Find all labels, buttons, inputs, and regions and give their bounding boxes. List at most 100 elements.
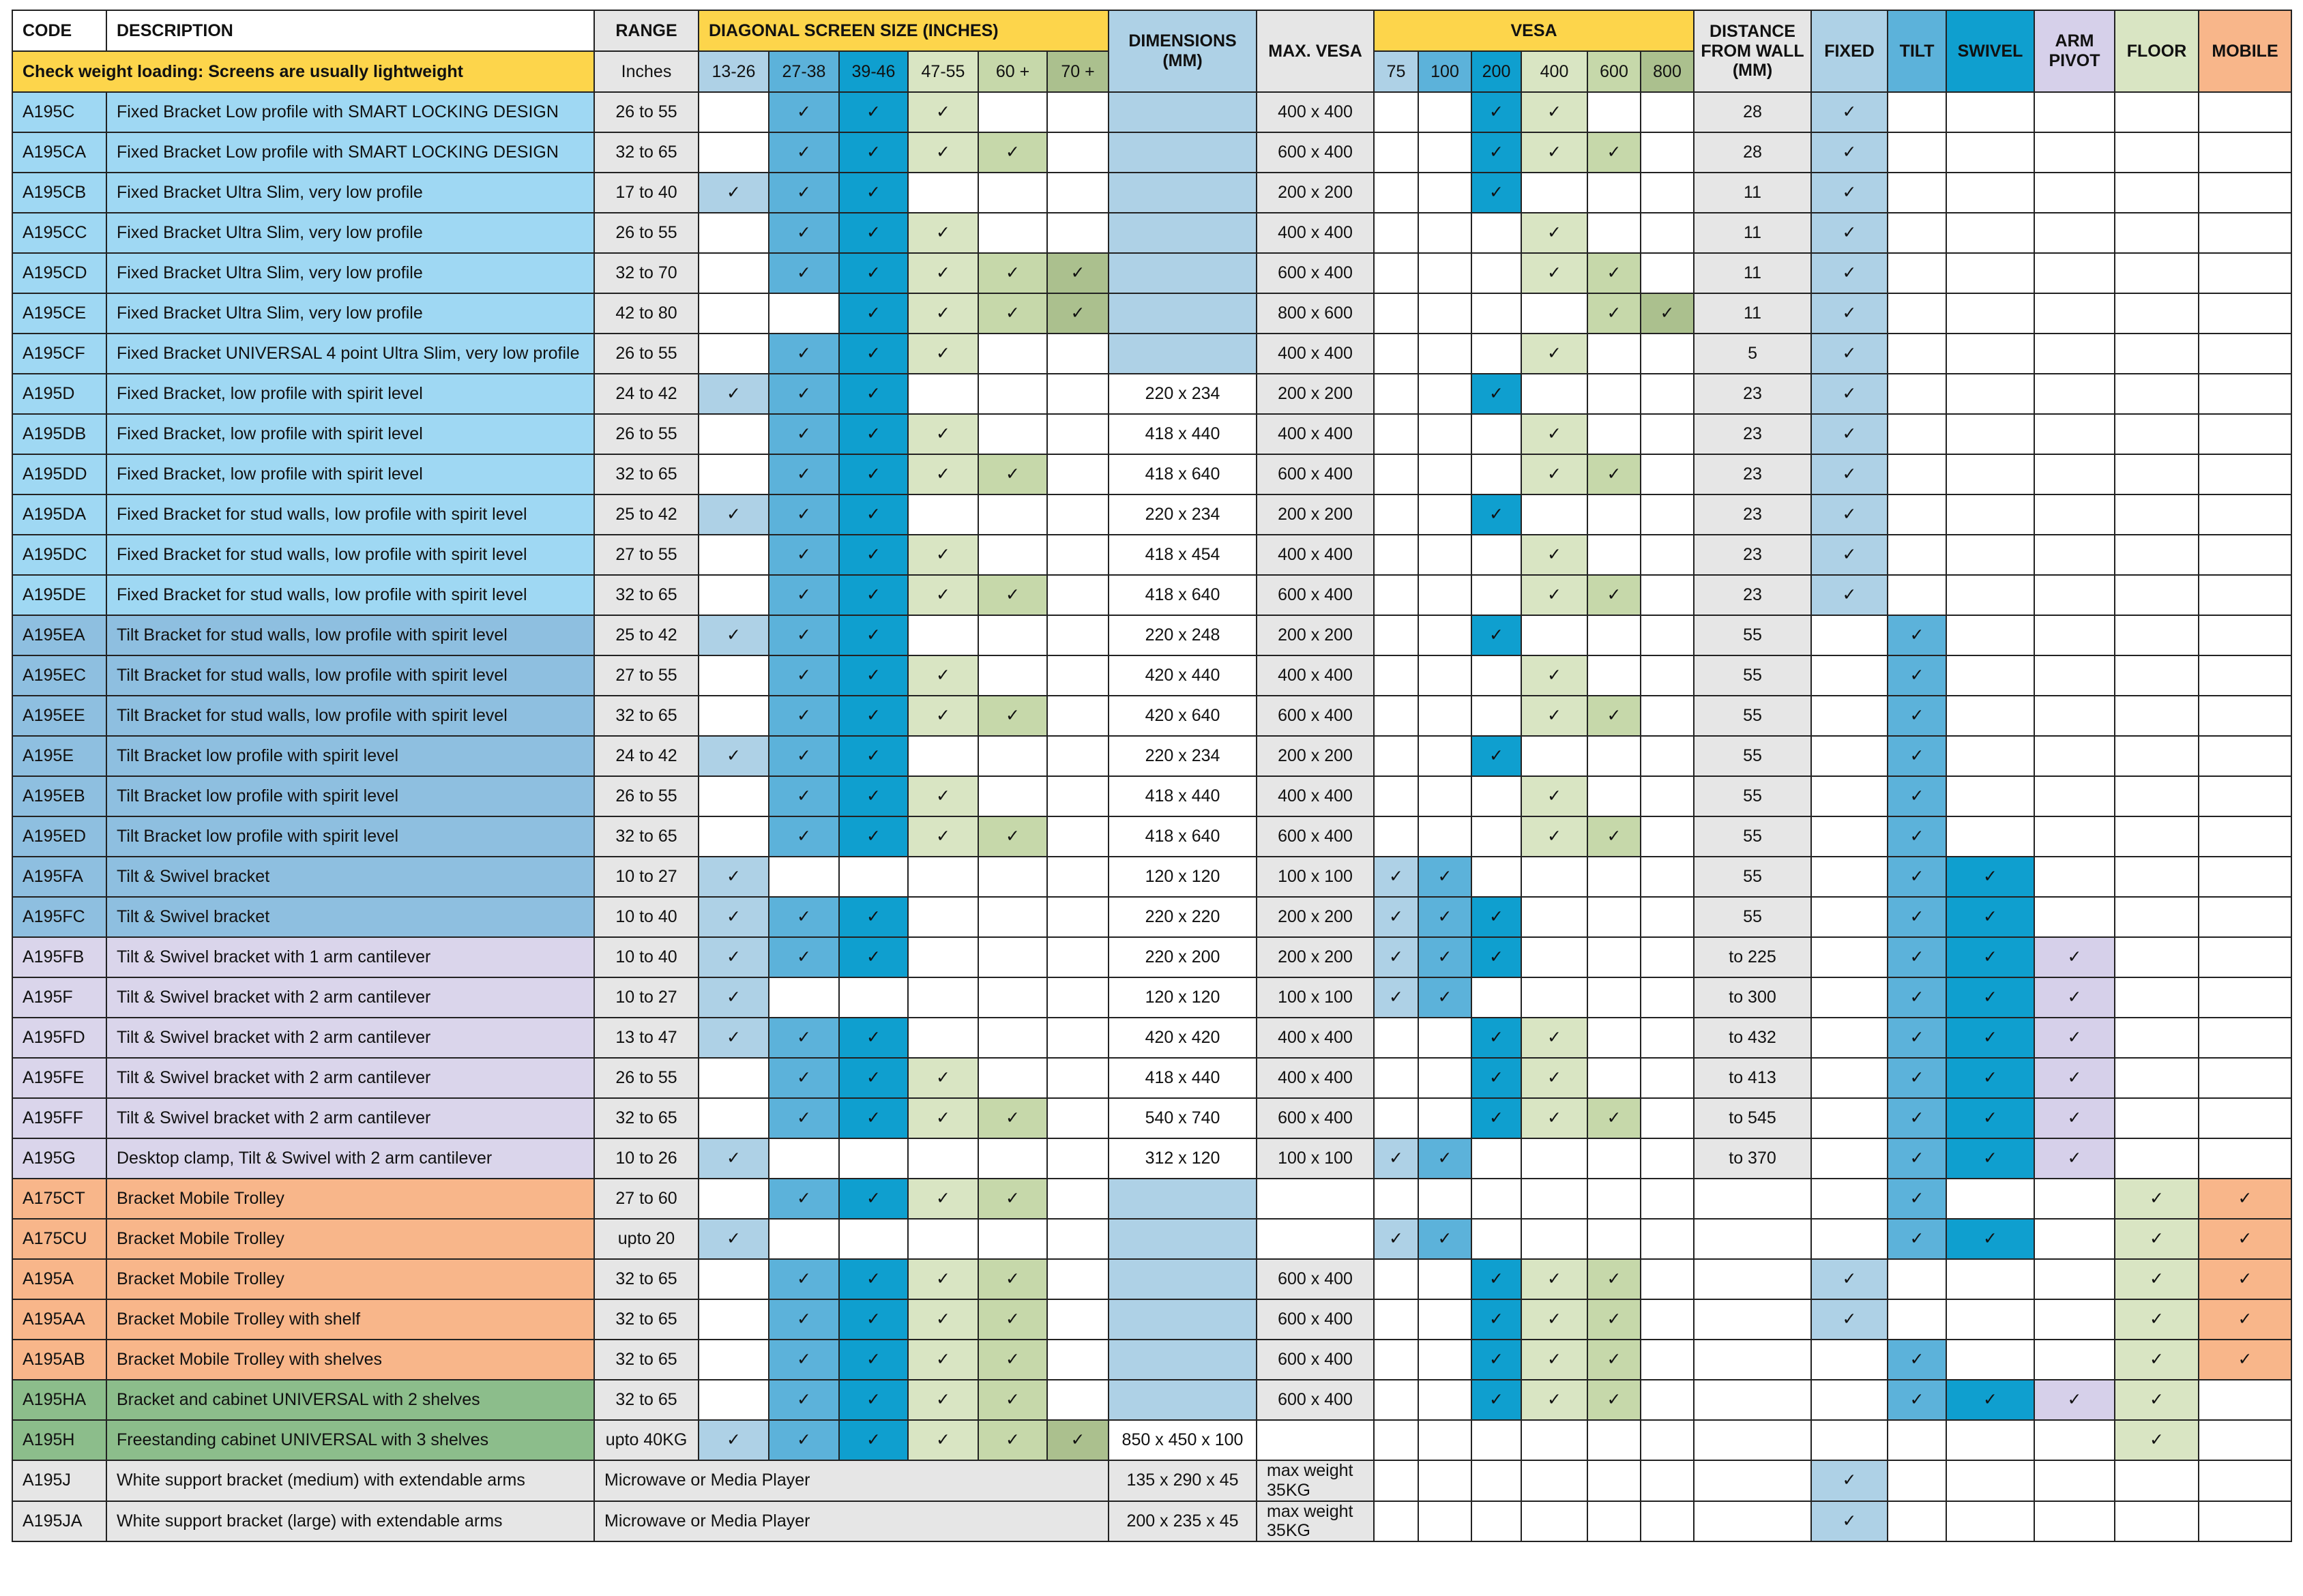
mount-check (2034, 333, 2116, 374)
vesa-check: ✓ (1418, 977, 1473, 1018)
distance: 5 (1693, 333, 1813, 374)
mount-check (1946, 252, 2036, 294)
table-row: A195DD Fixed Bracket, low profile with sp… (12, 454, 2293, 495)
vesa-check: ✓ (1521, 1057, 1589, 1099)
size-check: ✓ (698, 615, 769, 656)
mount-check (1946, 1339, 2036, 1380)
vesa-check: ✓ (1521, 333, 1589, 374)
size-check: ✓ (838, 454, 909, 495)
table-row: A195JA White support bracket (large) with… (12, 1500, 2293, 1542)
vesa-check (1521, 373, 1589, 415)
max-vesa: 600 x 400 (1256, 695, 1375, 737)
mount-check (2114, 534, 2200, 576)
size-check (1046, 373, 1110, 415)
table-row: A195AA Bracket Mobile Trolley with shelf 3… (12, 1299, 2293, 1340)
size-check (1046, 1379, 1110, 1421)
vesa-check (1418, 212, 1473, 254)
dimensions (1108, 132, 1258, 173)
code: A195FE (12, 1057, 107, 1099)
code: A195E (12, 735, 107, 777)
max-vesa: 400 x 400 (1256, 775, 1375, 817)
mount-check (2198, 91, 2293, 133)
code: A195DE (12, 574, 107, 616)
vesa-check (1418, 373, 1473, 415)
mount-check (2114, 615, 2200, 656)
vesa-check (1418, 735, 1473, 777)
code: A195C (12, 91, 107, 133)
vesa-check (1418, 1379, 1473, 1421)
distance (1693, 1178, 1813, 1220)
vesa-check (1587, 91, 1642, 133)
distance: 23 (1693, 413, 1813, 455)
size-check (1046, 1339, 1110, 1380)
mount-check: ✓ (2198, 1299, 2293, 1340)
size-check: ✓ (838, 1299, 909, 1340)
distance: 28 (1693, 91, 1813, 133)
mount-check: ✓ (2114, 1419, 2200, 1461)
mount-check (2198, 977, 2293, 1018)
vesa-check: ✓ (1471, 494, 1523, 535)
size-check: ✓ (768, 574, 840, 616)
vesa-check (1471, 252, 1523, 294)
vesa-check: ✓ (1521, 91, 1589, 133)
size-label: 47-55 (907, 50, 979, 93)
size-check (1046, 695, 1110, 737)
vesa-check: ✓ (1471, 373, 1523, 415)
description: Tilt Bracket low profile with spirit lev… (106, 735, 595, 777)
mount-check (2198, 574, 2293, 616)
size-check (698, 333, 769, 374)
vesa-check (1587, 1500, 1642, 1542)
dimensions: 220 x 248 (1108, 615, 1258, 656)
vesa-check (1373, 695, 1420, 737)
size-check (907, 172, 979, 213)
vesa-check (1418, 615, 1473, 656)
mount-check (2034, 132, 2116, 173)
mount-check (2034, 91, 2116, 133)
range: 10 to 26 (593, 1138, 699, 1179)
mount-check (2114, 91, 2200, 133)
vesa-check (1640, 695, 1695, 737)
mount-check: ✓ (1887, 816, 1948, 857)
vesa-check (1640, 1057, 1695, 1099)
mount-check (1810, 816, 1889, 857)
size-label: 70 + (1046, 50, 1110, 93)
vesa-check (1521, 494, 1589, 535)
size-check: ✓ (768, 896, 840, 938)
mount-check: ✓ (1887, 1178, 1948, 1220)
vesa-check (1418, 1178, 1473, 1220)
mount-check (1946, 1258, 2036, 1300)
table-row: A195AB Bracket Mobile Trolley with shelve… (12, 1339, 2293, 1380)
code: A195AB (12, 1339, 107, 1380)
vesa-check: ✓ (1521, 212, 1589, 254)
max-vesa (1256, 1419, 1375, 1461)
dimensions (1108, 1218, 1258, 1260)
table-row: A195FE Tilt & Swivel bracket with 2 arm c… (12, 1057, 2293, 1099)
vesa-check (1521, 735, 1589, 777)
description: Tilt & Swivel bracket with 2 arm cantile… (106, 1017, 595, 1059)
size-check: ✓ (838, 252, 909, 294)
mount-check: ✓ (1810, 574, 1889, 616)
mount-check (1946, 816, 2036, 857)
mount-check (2114, 1460, 2200, 1502)
description: Bracket Mobile Trolley (106, 1178, 595, 1220)
vesa-check (1373, 413, 1420, 455)
mount-check (1810, 735, 1889, 777)
distance: 55 (1693, 896, 1813, 938)
size-check: ✓ (838, 1057, 909, 1099)
size-check: ✓ (698, 1419, 769, 1461)
size-check (1046, 1057, 1110, 1099)
size-check (1046, 1138, 1110, 1179)
mount-check: ✓ (2034, 936, 2116, 978)
size-check: ✓ (978, 1178, 1048, 1220)
distance: 55 (1693, 615, 1813, 656)
mount-check (2198, 212, 2293, 254)
distance: 55 (1693, 695, 1813, 737)
size-check: ✓ (838, 212, 909, 254)
size-label: 60 + (978, 50, 1048, 93)
size-check (1046, 896, 1110, 938)
table-row: A195EB Tilt Bracket low profile with spir… (12, 775, 2293, 817)
size-check: ✓ (698, 172, 769, 213)
size-check (1046, 534, 1110, 576)
vesa-check (1640, 1500, 1695, 1542)
size-check (978, 615, 1048, 656)
